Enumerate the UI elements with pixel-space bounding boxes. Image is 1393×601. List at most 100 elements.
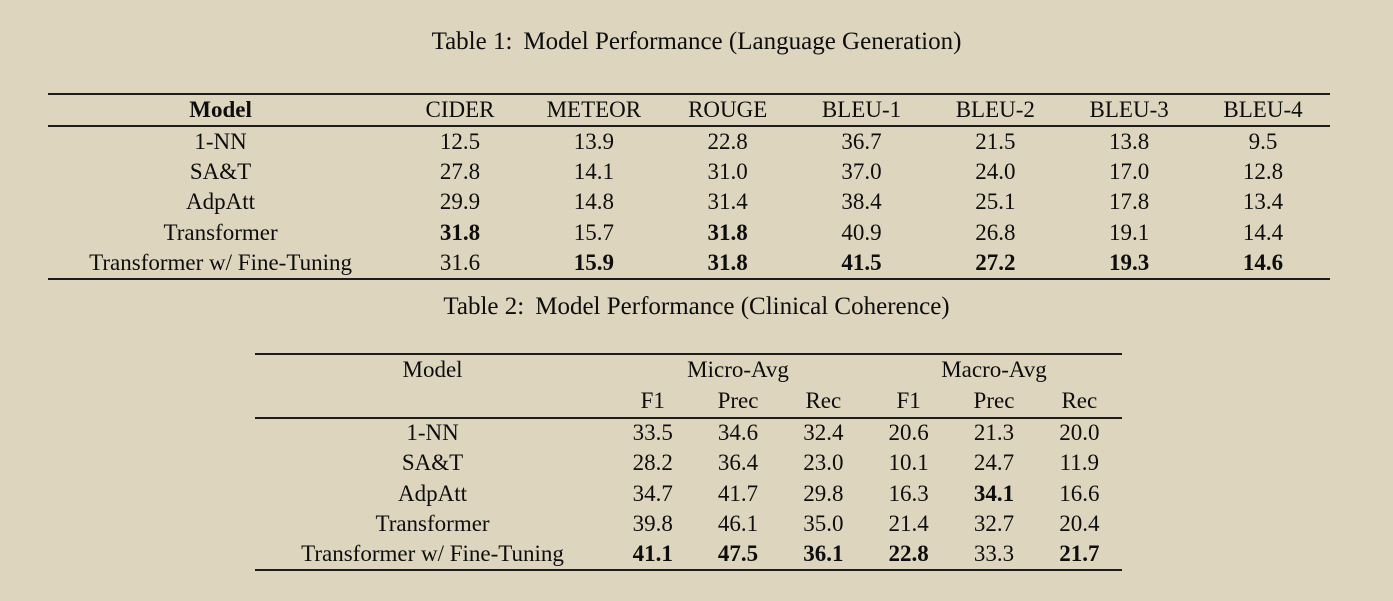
value-cell: 17.0 — [1109, 158, 1150, 184]
table-row: SA&T 28.2 36.4 23.0 10.1 24.7 11.9 — [255, 448, 1122, 479]
value-cell: 21.5 — [975, 128, 1016, 154]
value-cell: 9.5 — [1248, 128, 1278, 154]
value-cell: 31.8 — [439, 219, 481, 245]
table1-caption: Table 1: Model Performance (Language Gene… — [0, 0, 1393, 58]
table2-group-macro-avg: Macro-Avg — [941, 357, 1047, 382]
table1-col-header-bleu3: BLEU-3 — [1089, 97, 1169, 122]
value-cell: 21.3 — [973, 420, 1015, 446]
value-cell: 20.0 — [1059, 420, 1100, 446]
table1-col-header-model: Model — [189, 97, 252, 122]
table2-body: 1-NN 33.5 34.6 32.4 20.6 21.3 20.0 SA&T 28.2 36.4… — [255, 418, 1122, 570]
value-cell: 14.1 — [573, 158, 614, 184]
model-cell: Transformer w/ Fine-Tuning — [301, 541, 564, 567]
table2-sub-header-macro-rec: Rec — [1061, 388, 1098, 413]
value-cell: 23.0 — [803, 450, 844, 476]
value-cell: 32.4 — [803, 420, 844, 446]
table-row: SA&T 27.8 14.1 31.0 37.0 24.0 17.0 12.8 — [48, 157, 1330, 188]
table2-caption-label: Table 2: — [443, 292, 525, 320]
value-cell: 14.8 — [573, 189, 614, 215]
table1-col-header-bleu4: BLEU-4 — [1223, 97, 1303, 122]
value-cell: 46.1 — [717, 511, 759, 537]
value-cell: 22.8 — [707, 128, 748, 154]
value-cell: 10.1 — [888, 450, 929, 476]
table1-body: 1-NN 12.5 13.9 22.8 36.7 21.5 13.8 9.5 SA&T 27.8 1… — [48, 126, 1330, 279]
table1-header-row: Model CIDER METEOR ROUGE BLEU-1 BLEU-2 B… — [48, 94, 1330, 126]
value-cell: 36.1 — [803, 541, 844, 567]
value-cell: 13.4 — [1242, 189, 1284, 215]
value-cell: 31.0 — [707, 158, 748, 184]
value-cell: 22.8 — [888, 541, 929, 567]
model-cell: AdpAtt — [398, 480, 468, 506]
table2-sub-header-micro-f1: F1 — [640, 388, 665, 413]
value-cell: 41.7 — [717, 480, 759, 506]
table2-group-header-row: Model Micro-Avg Macro-Avg — [255, 353, 1122, 386]
value-cell: 36.4 — [717, 450, 759, 476]
value-cell: 31.8 — [707, 219, 748, 245]
value-cell: 36.7 — [841, 128, 882, 154]
table-row: Transformer 39.8 46.1 35.0 21.4 32.7 20.4 — [255, 509, 1122, 540]
model-cell: Transformer w/ Fine-Tuning — [89, 249, 352, 275]
table1-caption-label: Table 1: — [431, 28, 513, 55]
value-cell: 31.6 — [439, 249, 481, 275]
value-cell: 26.8 — [975, 219, 1016, 245]
table2-group-micro-avg: Micro-Avg — [687, 357, 789, 382]
value-cell: 31.4 — [707, 189, 748, 215]
value-cell: 11.9 — [1059, 450, 1100, 476]
value-cell: 21.4 — [888, 511, 929, 537]
table1-language-generation: Model CIDER METEOR ROUGE BLEU-1 BLEU-2 B… — [48, 93, 1330, 280]
value-cell: 38.4 — [841, 189, 882, 215]
value-cell: 14.6 — [1242, 249, 1284, 275]
table-row: Transformer w/ Fine-Tuning 41.1 47.5 36.1 22… — [255, 540, 1122, 570]
table-row: 1-NN 12.5 13.9 22.8 36.7 21.5 13.8 9.5 — [48, 126, 1330, 157]
value-cell: 25.1 — [975, 189, 1016, 215]
model-cell: AdpAtt — [186, 189, 256, 215]
value-cell: 27.8 — [439, 158, 481, 184]
value-cell: 15.7 — [573, 219, 614, 245]
table1-col-header-bleu1: BLEU-1 — [821, 97, 902, 122]
table1-col-header-meteor: METEOR — [546, 97, 642, 122]
value-cell: 12.8 — [1242, 158, 1284, 184]
table-row: Transformer 31.8 15.7 31.8 40.9 26.8 19.1 14.4 — [48, 218, 1330, 249]
table-row: 1-NN 33.5 34.6 32.4 20.6 21.3 20.0 — [255, 418, 1122, 449]
value-cell: 40.9 — [841, 219, 882, 245]
value-cell: 32.7 — [973, 511, 1015, 537]
table2-col-header-model: Model — [402, 357, 463, 382]
model-cell: Transformer — [375, 511, 490, 537]
table1-col-header-cider: CIDER — [425, 97, 495, 122]
value-cell: 33.3 — [973, 541, 1015, 567]
table-row: Transformer w/ Fine-Tuning 31.6 15.9 31.8 41… — [48, 248, 1330, 279]
value-cell: 29.9 — [439, 189, 481, 215]
model-cell: Transformer — [163, 219, 278, 245]
value-cell: 39.8 — [632, 511, 673, 537]
value-cell: 21.7 — [1059, 541, 1100, 567]
table-row: AdpAtt 34.7 41.7 29.8 16.3 34.1 16.6 — [255, 479, 1122, 510]
value-cell: 28.2 — [632, 450, 673, 476]
value-cell: 47.5 — [717, 541, 759, 567]
value-cell: 14.4 — [1242, 219, 1284, 245]
value-cell: 31.8 — [707, 249, 748, 275]
table2-sub-header-macro-f1: F1 — [896, 388, 921, 413]
table1-col-header-bleu2: BLEU-2 — [955, 97, 1035, 122]
value-cell: 29.8 — [803, 480, 844, 506]
value-cell: 35.0 — [803, 511, 844, 537]
value-cell: 17.8 — [1109, 189, 1150, 215]
table2-clinical-coherence: Model Micro-Avg Macro-Avg F1 Prec Rec F1… — [255, 353, 1122, 572]
value-cell: 16.3 — [888, 480, 929, 506]
value-cell: 27.2 — [975, 249, 1016, 275]
model-cell: SA&T — [401, 450, 464, 476]
value-cell: 41.1 — [632, 541, 673, 567]
table2-sub-header-micro-rec: Rec — [805, 388, 842, 413]
table1-col-header-rouge: ROUGE — [688, 97, 768, 122]
table1-caption-title: Model Performance (Language Generation) — [523, 28, 962, 55]
value-cell: 41.5 — [841, 249, 882, 275]
table-row: AdpAtt 29.9 14.8 31.4 38.4 25.1 17.8 13.4 — [48, 187, 1330, 218]
value-cell: 19.3 — [1109, 249, 1150, 275]
model-cell: 1-NN — [406, 420, 459, 446]
table2-sub-header-empty — [255, 386, 610, 418]
value-cell: 37.0 — [841, 158, 882, 184]
model-cell: SA&T — [189, 158, 252, 184]
value-cell: 34.7 — [632, 480, 673, 506]
value-cell: 13.8 — [1109, 128, 1150, 154]
value-cell: 12.5 — [439, 128, 481, 154]
